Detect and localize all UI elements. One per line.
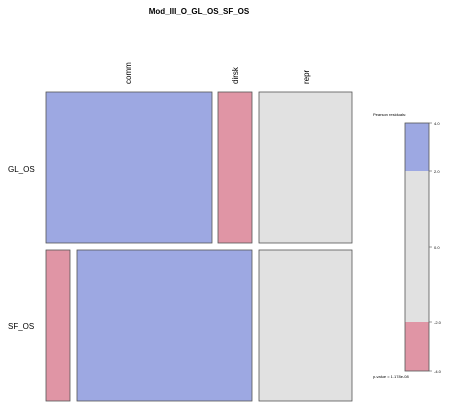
tile-sf-os-repr: [258, 249, 353, 402]
legend-band-positive: [405, 123, 429, 171]
tile-sf-os-comm: [76, 249, 253, 402]
legend-ticks: 4.0 2.0 0.0 -2.0 -4.0: [429, 121, 442, 374]
column-label-dirsk: dirsk: [231, 66, 240, 84]
tile-gl-os-repr: [258, 91, 353, 244]
legend-title-top: Pearson residuals:: [373, 112, 406, 117]
legend-tick-label: -4.0: [434, 369, 442, 374]
tile-gl-os-comm: [45, 91, 213, 244]
legend-band-negative: [405, 322, 429, 371]
row-label-sf-os: SF_OS: [8, 322, 34, 331]
legend-tick-label: 0.0: [434, 245, 440, 250]
column-label-repr: repr: [302, 69, 311, 84]
tile-gl-os-dirsk: [217, 91, 253, 244]
column-labels: comm dirsk repr: [124, 62, 311, 84]
row-labels: GL_OS SF_OS: [8, 165, 35, 331]
legend-band-neutral: [405, 171, 429, 322]
legend-tick-label: 4.0: [434, 121, 440, 126]
mosaic-tiles: [45, 91, 353, 402]
residual-legend: Pearson residuals: 4.0 2.0 0.0 -2.0 -4.0…: [373, 112, 442, 379]
column-label-comm: comm: [124, 62, 133, 84]
row-label-gl-os: GL_OS: [8, 165, 35, 174]
chart-title: Mod_III_O_GL_OS_SF_OS: [149, 7, 250, 16]
legend-tick-label: -2.0: [434, 320, 442, 325]
legend-pvalue: p-value = 1.178e-08: [373, 374, 409, 379]
legend-tick-label: 2.0: [434, 169, 440, 174]
tile-sf-os-dirsk: [45, 249, 71, 402]
